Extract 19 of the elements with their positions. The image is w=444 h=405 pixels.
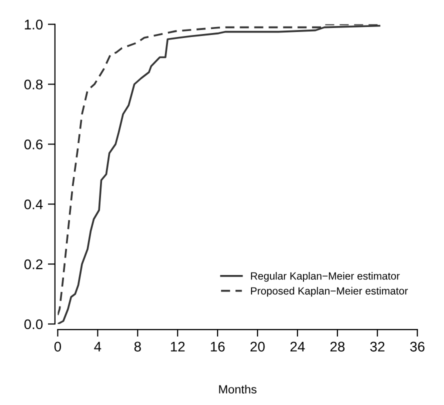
x-tick-label: 0 [54,342,62,352]
x-tick-label: 24 [290,342,305,352]
y-tick-label: 1.0 [24,20,43,30]
x-tick-label: 32 [370,342,384,352]
x-tick-label: 4 [94,342,102,352]
x-tick-label: 12 [170,342,185,352]
y-tick-label: 0.6 [24,140,43,150]
legend-label: Regular Kaplan−Meier estimator [251,272,400,282]
y-tick-label: 0.0 [24,319,43,330]
y-tick-label: 0.2 [24,259,42,270]
legend-label: Proposed Kaplan−Meier estimator [251,286,408,297]
x-tick-label: 8 [134,342,141,352]
y-tick-label: 0.4 [24,199,43,210]
y-tick-label: 0.8 [24,80,43,90]
x-tick-label: 28 [330,342,345,352]
x-axis-title: Months [219,384,256,394]
x-tick-label: 16 [210,342,225,352]
x-tick-label: 36 [410,342,424,352]
x-tick-label: 20 [250,342,265,352]
